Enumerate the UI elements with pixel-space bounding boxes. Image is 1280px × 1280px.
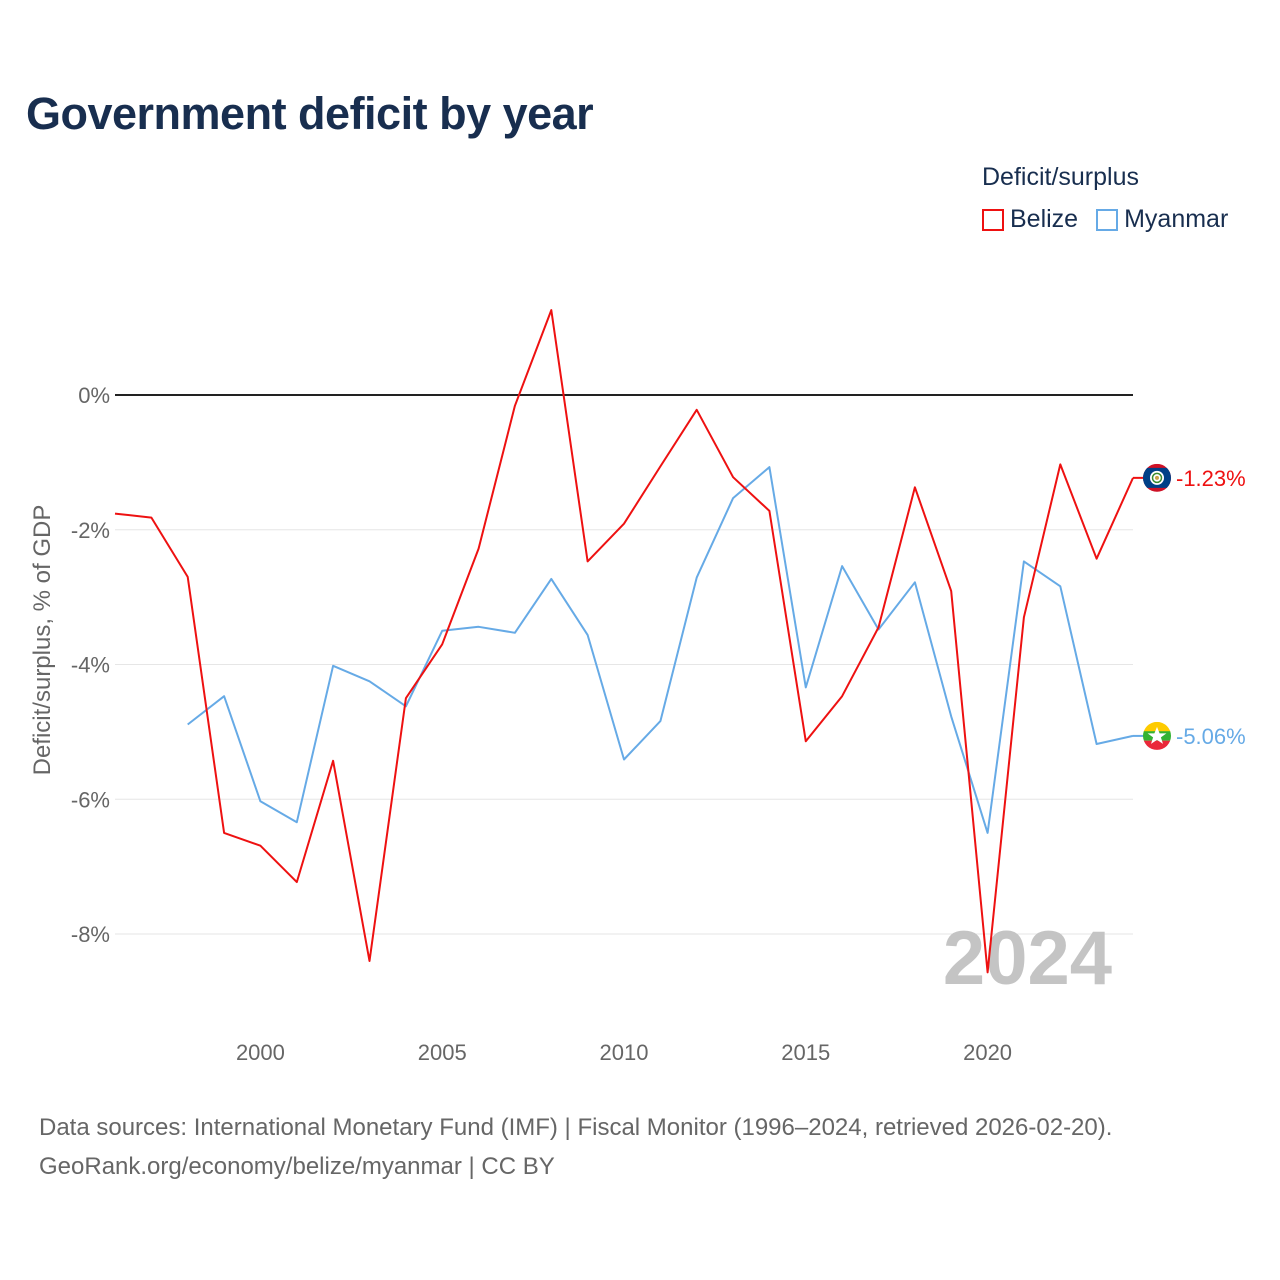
y-tick-label: -6% [71, 787, 110, 812]
y-tick-label: -2% [71, 518, 110, 543]
year-watermark: 2024 [943, 916, 1112, 1001]
end-label-belize: -1.23% [1176, 466, 1246, 491]
x-tick-label: 2010 [600, 1040, 649, 1065]
x-tick-label: 2015 [781, 1040, 830, 1065]
legend-swatch-myanmar [1096, 208, 1119, 231]
y-tick-label: 0% [78, 383, 110, 408]
legend-label-belize: Belize [1010, 205, 1079, 233]
belize-flag-icon [1143, 463, 1171, 492]
page-title: Government deficit by year [26, 88, 594, 139]
legend-item-belize[interactable]: Belize [982, 205, 1078, 234]
line-chart: Deficit/surplus, % of GDP 0% -2% -4% -6% -8%… [29, 309, 1246, 1065]
series-line-belize [114, 309, 1134, 974]
x-tick-label: 2005 [418, 1040, 467, 1065]
y-axis-ticks: 0% -2% -4% -6% -8% [71, 383, 110, 947]
y-axis-label: Deficit/surplus, % of GDP [29, 505, 56, 776]
source-line-1: Data sources: International Monetary Fun… [39, 1114, 1113, 1141]
y-tick-label: -8% [71, 922, 110, 947]
myanmar-flag-icon [1143, 721, 1171, 750]
legend-swatch-belize [982, 208, 1004, 231]
source-line-2[interactable]: GeoRank.org/economy/belize/myanmar | CC … [39, 1153, 555, 1180]
x-tick-label: 2000 [236, 1040, 285, 1065]
legend: Belize Myanmar [982, 205, 1228, 234]
legend-item-myanmar[interactable]: Myanmar [1096, 205, 1228, 234]
series-line-myanmar [187, 466, 1134, 834]
x-tick-label: 2020 [963, 1040, 1012, 1065]
series-lines [114, 309, 1147, 974]
source-note: Data sources: International Monetary Fun… [39, 1108, 1112, 1186]
end-markers: -1.23% -5.06% [1143, 463, 1246, 750]
gridlines [115, 394, 1133, 935]
y-tick-label: -4% [71, 653, 110, 678]
x-axis-ticks: 2000 2005 2010 2015 2020 [236, 1040, 1012, 1065]
end-label-myanmar: -5.06% [1176, 724, 1246, 749]
legend-label-myanmar: Myanmar [1124, 205, 1229, 233]
legend-title: Deficit/surplus [982, 163, 1139, 191]
